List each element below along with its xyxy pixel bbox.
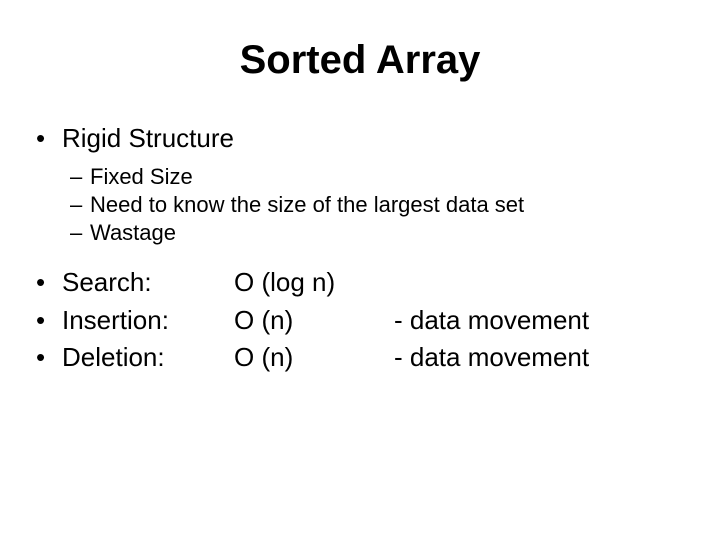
bullet-icon: •	[36, 302, 62, 340]
op-row-search: • Search: O (log n)	[36, 264, 684, 302]
op-note-search	[394, 264, 684, 302]
slide-title: Sorted Array	[36, 38, 684, 83]
bullet-rigid-structure: Rigid Structure	[36, 123, 684, 154]
op-label-insertion: Insertion:	[62, 302, 234, 340]
slide: Sorted Array Rigid Structure Fixed Size …	[0, 0, 720, 540]
op-bigO-deletion: O (n)	[234, 339, 394, 377]
op-row-deletion: • Deletion: O (n) - data movement	[36, 339, 684, 377]
op-bigO-insertion: O (n)	[234, 302, 394, 340]
sub-fixed-size: Fixed Size	[36, 164, 684, 190]
op-bigO-search: O (log n)	[234, 264, 394, 302]
bullet-icon: •	[36, 339, 62, 377]
op-row-insertion: • Insertion: O (n) - data movement	[36, 302, 684, 340]
operations-block: • Search: O (log n) • Insertion: O (n) -…	[36, 264, 684, 377]
sub-need-size: Need to know the size of the largest dat…	[36, 192, 684, 218]
op-label-search: Search:	[62, 264, 234, 302]
sub-bullets: Fixed Size Need to know the size of the …	[36, 164, 684, 246]
op-label-deletion: Deletion:	[62, 339, 234, 377]
sub-wastage: Wastage	[36, 220, 684, 246]
bullet-icon: •	[36, 264, 62, 302]
op-note-deletion: - data movement	[394, 339, 684, 377]
op-note-insertion: - data movement	[394, 302, 684, 340]
